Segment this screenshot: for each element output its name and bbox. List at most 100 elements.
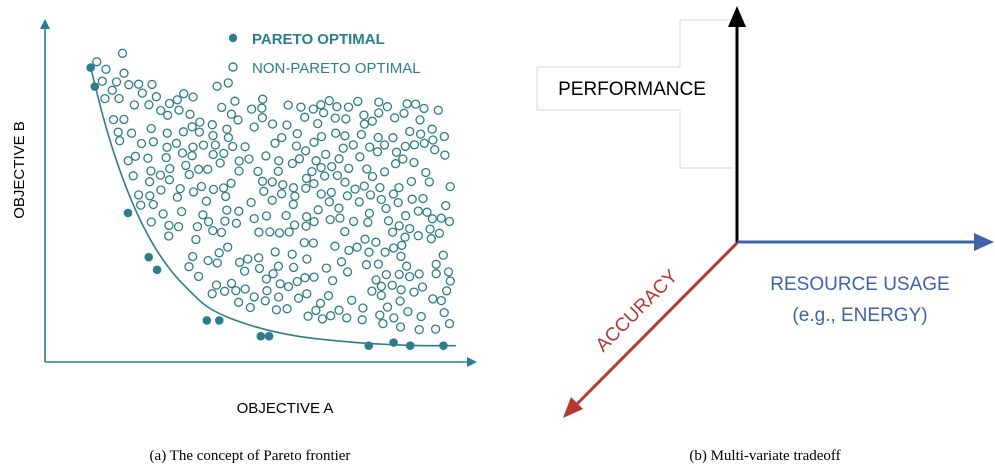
- non-pareto-point: [147, 79, 157, 90]
- non-pareto-point: [172, 95, 182, 105]
- non-pareto-point: [254, 253, 264, 263]
- non-pareto-point: [261, 274, 272, 284]
- non-pareto-point: [338, 143, 348, 153]
- non-pareto-point: [278, 180, 288, 190]
- non-pareto-point: [436, 213, 446, 223]
- performance-arrow-head: [728, 6, 746, 27]
- non-pareto-point: [407, 194, 417, 204]
- non-pareto-point: [388, 189, 399, 199]
- non-pareto-point: [123, 156, 133, 166]
- non-pareto-point: [230, 96, 240, 106]
- non-pareto-point: [438, 250, 448, 260]
- non-pareto-point: [198, 210, 208, 220]
- non-pareto-point: [321, 149, 331, 160]
- non-pareto-point: [288, 262, 299, 273]
- non-pareto-point: [188, 187, 199, 197]
- non-pareto-point: [350, 184, 360, 194]
- non-pareto-point: [382, 102, 393, 112]
- non-pareto-point: [177, 148, 188, 158]
- non-pareto-point: [316, 162, 326, 173]
- non-pareto-point: [226, 178, 236, 188]
- non-pareto-point: [194, 164, 204, 174]
- non-pareto-point: [257, 113, 268, 123]
- non-pareto-point: [294, 154, 305, 164]
- non-pareto-point: [421, 167, 431, 178]
- non-pareto-point: [219, 148, 229, 159]
- non-pareto-point: [234, 166, 244, 176]
- non-pareto-point: [212, 81, 222, 91]
- tradeoff-panel: PERFORMANCE RESOURCE USAGE (e.g., ENERGY…: [536, 6, 994, 464]
- legend-pareto-label: PARETO OPTIMAL: [252, 31, 385, 48]
- non-pareto-point: [155, 170, 166, 180]
- non-pareto-point: [303, 311, 313, 321]
- non-pareto-point: [344, 245, 354, 256]
- non-pareto-point: [193, 271, 204, 282]
- non-pareto-point: [192, 221, 203, 232]
- non-pareto-point: [164, 220, 174, 231]
- accuracy-arrow-head: [563, 397, 583, 418]
- non-pareto-point: [404, 271, 415, 282]
- non-pareto-point: [188, 251, 198, 262]
- non-pareto-point: [273, 292, 284, 302]
- non-pareto-point: [364, 247, 374, 257]
- non-pareto-point: [405, 126, 415, 137]
- non-pareto-point: [381, 203, 391, 214]
- non-pareto-point: [416, 311, 426, 322]
- non-pareto-point: [262, 286, 272, 296]
- non-pareto-point: [283, 100, 293, 110]
- non-pareto-point: [162, 142, 172, 152]
- non-pareto-point: [231, 218, 242, 228]
- non-pareto-point: [208, 184, 219, 195]
- non-pareto-point: [326, 187, 336, 198]
- non-pareto-point: [409, 140, 420, 150]
- non-pareto-point: [144, 100, 154, 110]
- non-pareto-point: [376, 290, 386, 301]
- non-pareto-point: [390, 113, 400, 123]
- non-pareto-point: [394, 182, 404, 193]
- non-pareto-point: [325, 311, 336, 321]
- non-pareto-point: [181, 160, 191, 171]
- non-pareto-point: [146, 123, 156, 134]
- pareto-point: [202, 316, 212, 325]
- non-pareto-point: [222, 124, 232, 134]
- non-pareto-point: [410, 99, 421, 109]
- non-pareto-point: [249, 292, 259, 302]
- non-pareto-point: [270, 247, 280, 257]
- non-pareto-point: [188, 142, 198, 152]
- non-pareto-point: [441, 200, 451, 211]
- non-pareto-point: [353, 96, 363, 107]
- non-pareto-point: [223, 78, 233, 88]
- non-pareto-point: [198, 140, 209, 150]
- non-pareto-points: [92, 48, 455, 335]
- caption-b: (b) Multi-variate tradeoff: [689, 448, 840, 464]
- non-pareto-point: [128, 171, 138, 181]
- non-pareto-point: [195, 117, 205, 127]
- non-pareto-point: [439, 307, 449, 318]
- non-pareto-point: [321, 263, 332, 273]
- non-pareto-point: [287, 249, 297, 259]
- non-pareto-point: [97, 76, 107, 86]
- non-pareto-point: [367, 116, 377, 126]
- non-pareto-point: [419, 103, 429, 114]
- non-pareto-point: [398, 154, 408, 164]
- non-pareto-point: [376, 281, 387, 291]
- non-pareto-point: [348, 216, 359, 227]
- non-pareto-point: [371, 275, 381, 285]
- non-pareto-point: [136, 138, 147, 149]
- non-pareto-point: [240, 142, 250, 152]
- non-pareto-point: [396, 285, 406, 295]
- non-pareto-point: [348, 140, 358, 150]
- non-pareto-point: [173, 222, 184, 232]
- pareto-point: [256, 331, 266, 341]
- non-pareto-point: [395, 322, 406, 332]
- non-pareto-point: [136, 200, 146, 210]
- non-pareto-point: [373, 132, 383, 143]
- non-pareto-point: [201, 196, 212, 206]
- non-pareto-point: [426, 234, 436, 244]
- non-pareto-point: [261, 151, 271, 161]
- non-pareto-point: [414, 269, 424, 279]
- non-pareto-point: [417, 282, 428, 292]
- non-pareto-point: [210, 140, 221, 150]
- non-pareto-point: [313, 118, 323, 129]
- non-pareto-point: [161, 152, 171, 163]
